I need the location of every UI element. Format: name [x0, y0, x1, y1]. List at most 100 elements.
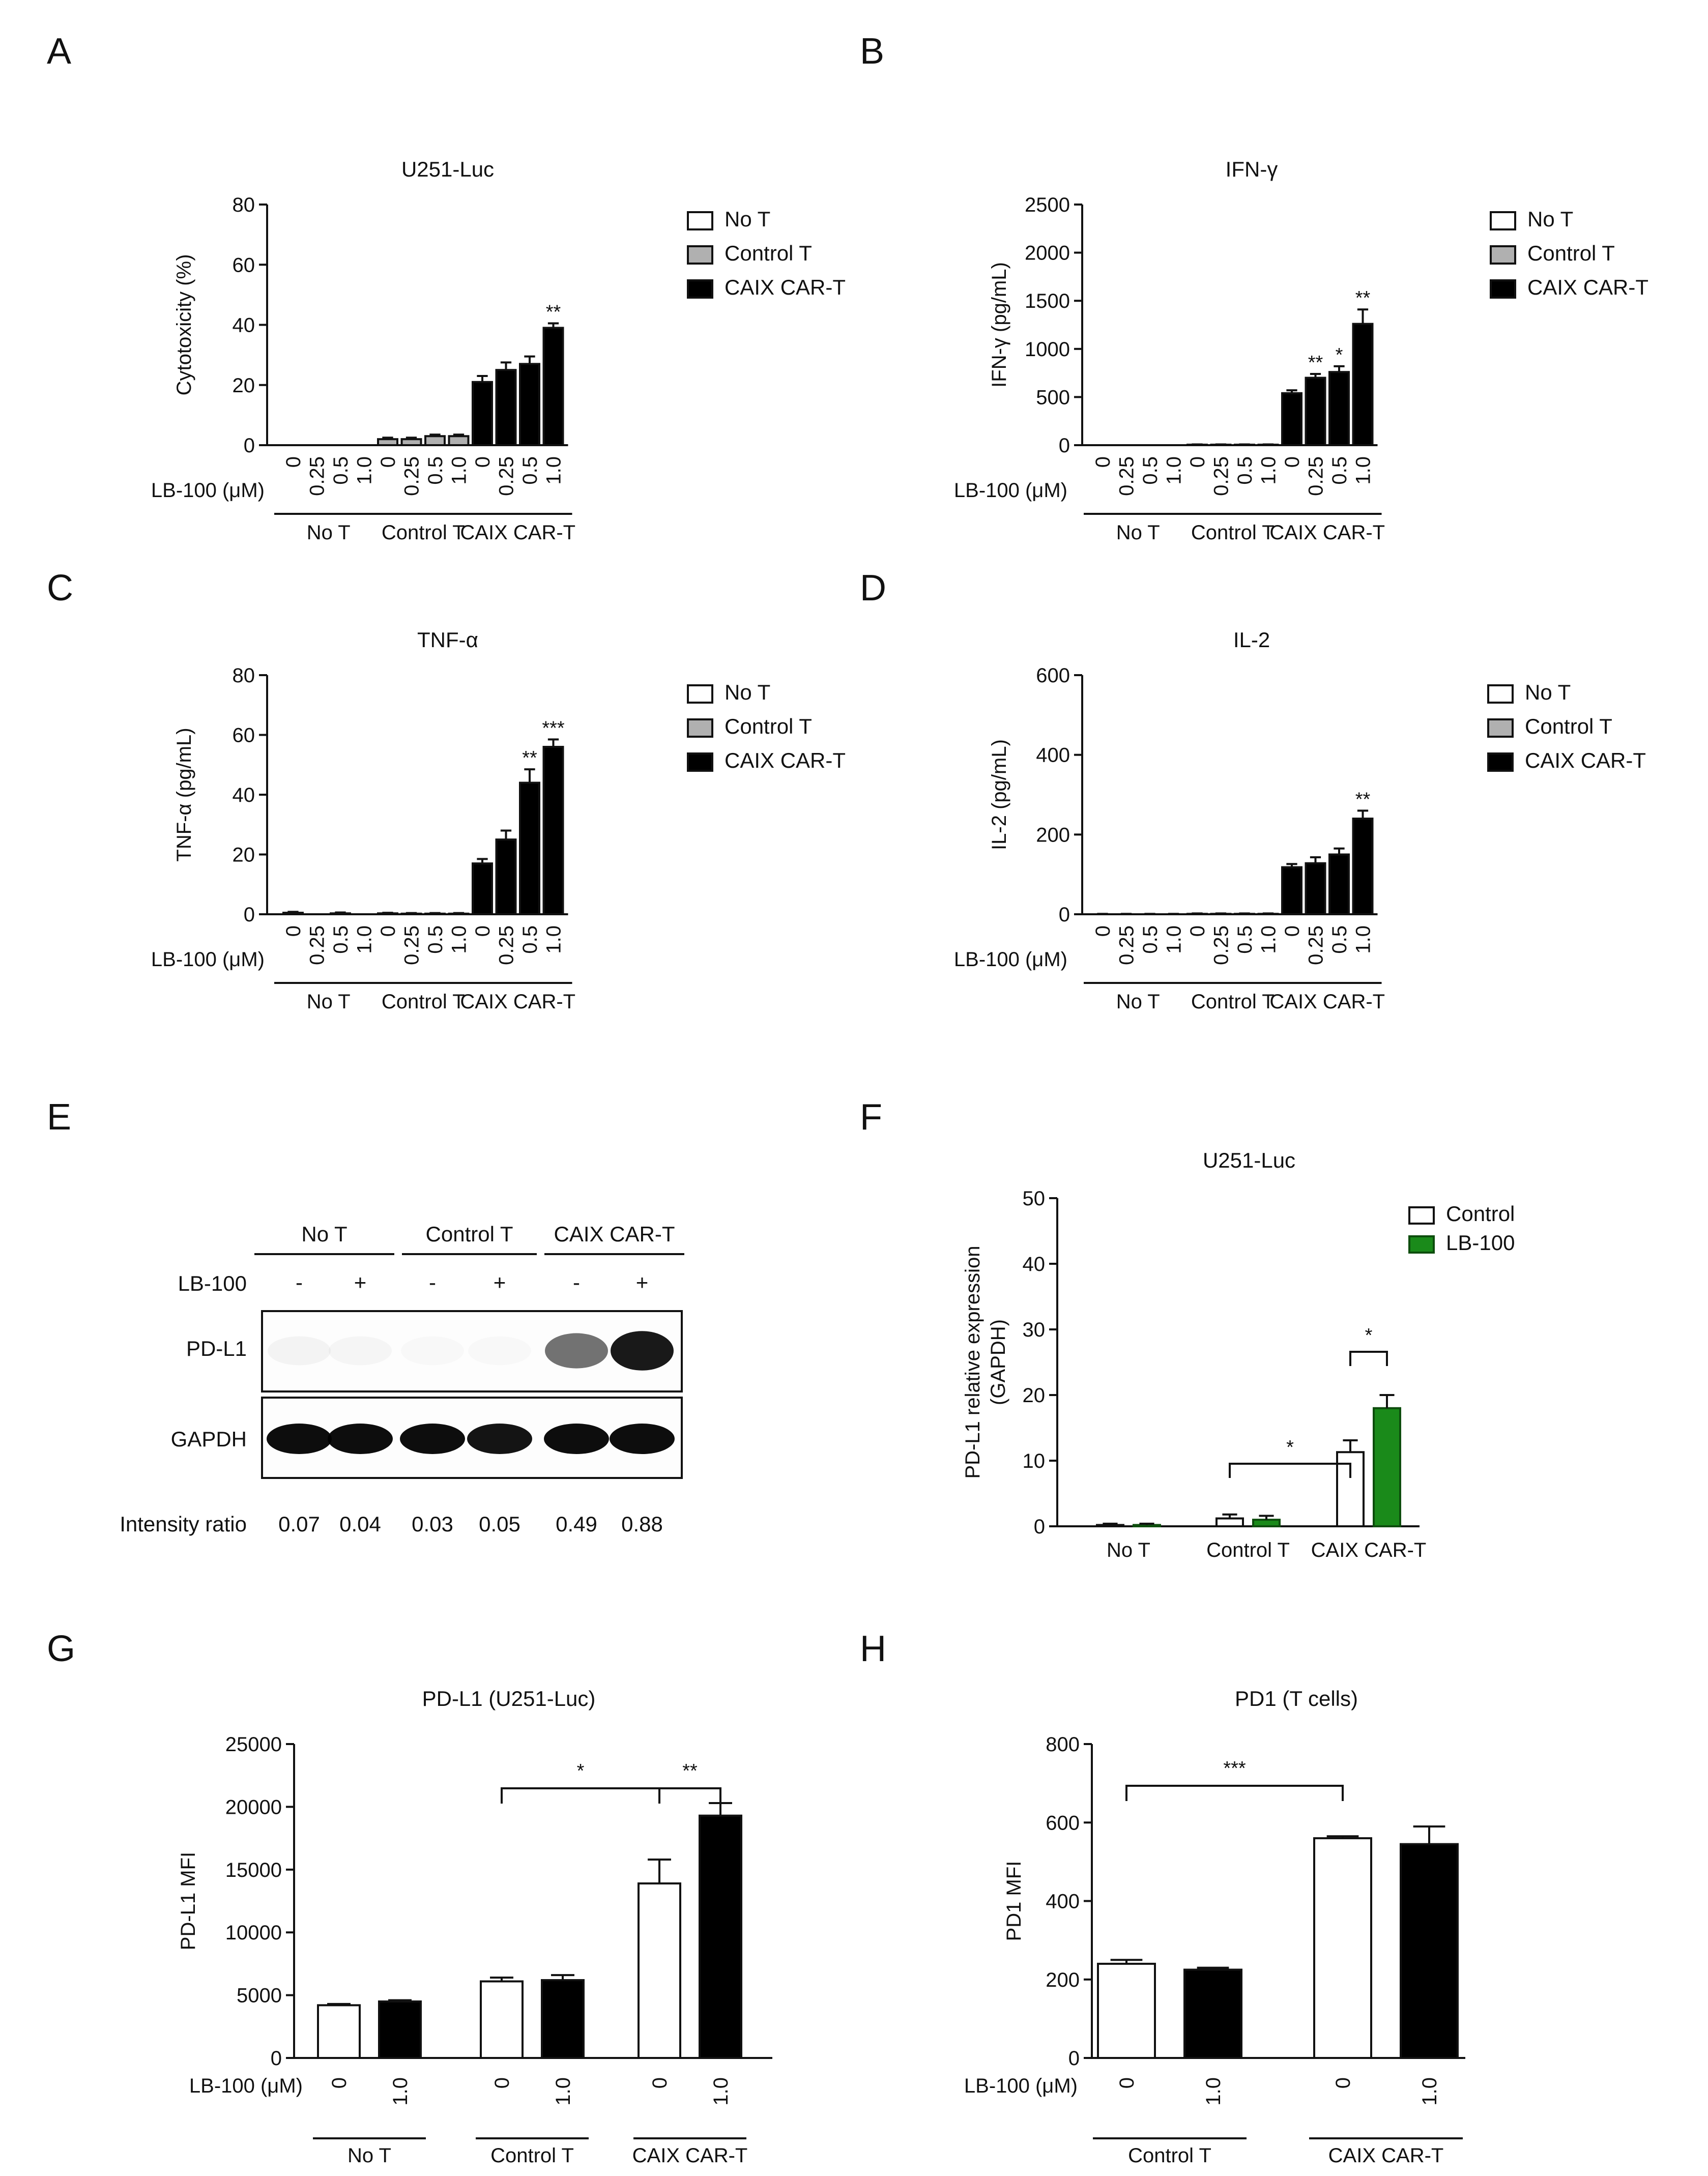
legend-label: No T	[1527, 207, 1573, 231]
group-label: Control T	[1191, 991, 1275, 1013]
dose-tick-label: 0	[1116, 2077, 1138, 2088]
legend-swatch	[1490, 211, 1516, 230]
pdl1-band	[468, 1337, 531, 1365]
significance-bracket	[501, 1787, 660, 1804]
bar	[542, 746, 564, 915]
legend-swatch	[1490, 279, 1516, 299]
dose-tick-label: 0	[377, 925, 399, 937]
bar	[480, 1980, 524, 2059]
y-tick-label: 15000	[225, 1859, 282, 1881]
legend-label: No T	[725, 207, 770, 231]
y-tick-label: 800	[1046, 1733, 1080, 1756]
dose-tick-label: 0	[1281, 925, 1304, 937]
significance-stars: **	[1355, 287, 1371, 309]
bar	[1133, 1524, 1161, 1527]
pdl1-band	[401, 1337, 464, 1365]
y-tick-label: 0	[1034, 1516, 1045, 1538]
y-tick-label: 0	[244, 904, 255, 926]
legend-label: CAIX CAR-T	[725, 748, 846, 772]
bar	[378, 2000, 422, 2059]
bar	[1328, 371, 1350, 447]
blot-lb100-label: LB-100	[178, 1271, 247, 1295]
group-label: Control T	[382, 991, 465, 1013]
bar	[1215, 1517, 1244, 1528]
dose-tick-label: 0	[1092, 925, 1114, 937]
y-tick-label: 80	[233, 194, 255, 216]
significance-stars: **	[522, 747, 537, 769]
y-tick-label: 60	[233, 724, 255, 747]
panel-letter-g: G	[47, 1629, 75, 1669]
y-tick-label: 400	[1036, 744, 1070, 767]
dose-tick-label: 0.25	[401, 456, 423, 496]
significance-bracket	[1349, 1351, 1388, 1366]
gapdh-band	[267, 1424, 332, 1454]
category-label: No T	[1107, 1539, 1150, 1561]
legend-swatch	[687, 752, 713, 772]
significance-bracket	[1229, 1463, 1351, 1478]
x-prefix-label: LB-100 (μM)	[151, 479, 265, 502]
group-label: No T	[307, 991, 351, 1013]
intensity-ratio-label: Intensity ratio	[120, 1512, 247, 1536]
bar	[1305, 376, 1326, 446]
dose-tick-label: 1.0	[1258, 925, 1280, 954]
significance-bracket	[1125, 1785, 1344, 1801]
y-tick-label: 1000	[1025, 338, 1070, 361]
group-label: CAIX CAR-T	[460, 521, 575, 544]
gapdh-band	[400, 1424, 465, 1454]
y-tick-label: 40	[233, 784, 255, 806]
dose-tick-label: 0	[377, 456, 399, 468]
legend-label: Control T	[725, 241, 812, 265]
legend-label: Control T	[1527, 241, 1615, 265]
y-axis-title: Cytotoxicity (%)	[173, 254, 195, 396]
chart-f: U251-Luc 0 10 20 30 40 50 PD-L1 relative expres…	[962, 1148, 1515, 1561]
significance-stars: **	[546, 302, 561, 323]
legend-swatch	[1487, 718, 1514, 738]
group-label: CAIX CAR-T	[1269, 991, 1385, 1013]
blot-sign: -	[573, 1270, 580, 1294]
legend-label: Control T	[725, 714, 812, 738]
bar	[638, 1882, 681, 2059]
blot-frame-pdl1	[261, 1310, 683, 1392]
legend-label: CAIX CAR-T	[1527, 275, 1648, 299]
dose-tick-label: 0.5	[424, 456, 447, 485]
chart-title: U251-Luc	[1203, 1148, 1295, 1172]
dose-tick-label: 0.25	[1116, 925, 1138, 965]
significance-bracket	[658, 1787, 721, 1804]
y-tick-label: 0	[1068, 2047, 1080, 2070]
bar	[1373, 1407, 1401, 1528]
bar	[699, 1814, 742, 2059]
dose-tick-label: 0.5	[1234, 456, 1256, 485]
chart-g: PD-L1 (U251-Luc) 0 5000 10000 15000 20000 2500…	[177, 1687, 772, 2167]
legend-label: CAIX CAR-T	[725, 275, 846, 299]
bar	[1305, 862, 1326, 915]
chart-h: PD1 (T cells) 0 200 400 600 800 PD1 MFI LB-100 …	[964, 1687, 1465, 2167]
significance-stars: *	[1286, 1437, 1294, 1458]
dose-tick-label: 1.0	[1163, 925, 1185, 954]
dose-tick-label: 0	[282, 456, 305, 468]
gapdh-band	[610, 1424, 675, 1454]
legend-label: LB-100	[1446, 1231, 1515, 1255]
bar	[519, 363, 540, 446]
dose-tick-label: 0.5	[330, 925, 352, 954]
bar	[1096, 1524, 1124, 1527]
dose-tick-label: 0	[282, 925, 305, 937]
legend-swatch	[1487, 684, 1514, 704]
legend-swatch	[687, 684, 713, 704]
significance-stars: **	[1355, 789, 1371, 810]
bar	[317, 2004, 361, 2059]
dose-tick-label: 1.0	[1202, 2077, 1225, 2106]
chart-title: IL-2	[1233, 628, 1270, 652]
group-label: Control T	[490, 2144, 574, 2167]
legend-swatch	[1408, 1235, 1435, 1254]
bar	[1252, 1519, 1281, 1528]
dose-tick-label: 1.0	[448, 456, 471, 485]
y-tick-label: 25000	[225, 1733, 282, 1756]
intensity-ratio-value: 0.88	[621, 1512, 663, 1536]
y-tick-label: 2500	[1025, 194, 1070, 216]
blot-group-label: No T	[301, 1222, 347, 1246]
category-label: CAIX CAR-T	[1311, 1539, 1427, 1561]
chart-title: TNF-α	[417, 628, 478, 652]
dose-tick-label: 1.0	[1258, 456, 1280, 485]
